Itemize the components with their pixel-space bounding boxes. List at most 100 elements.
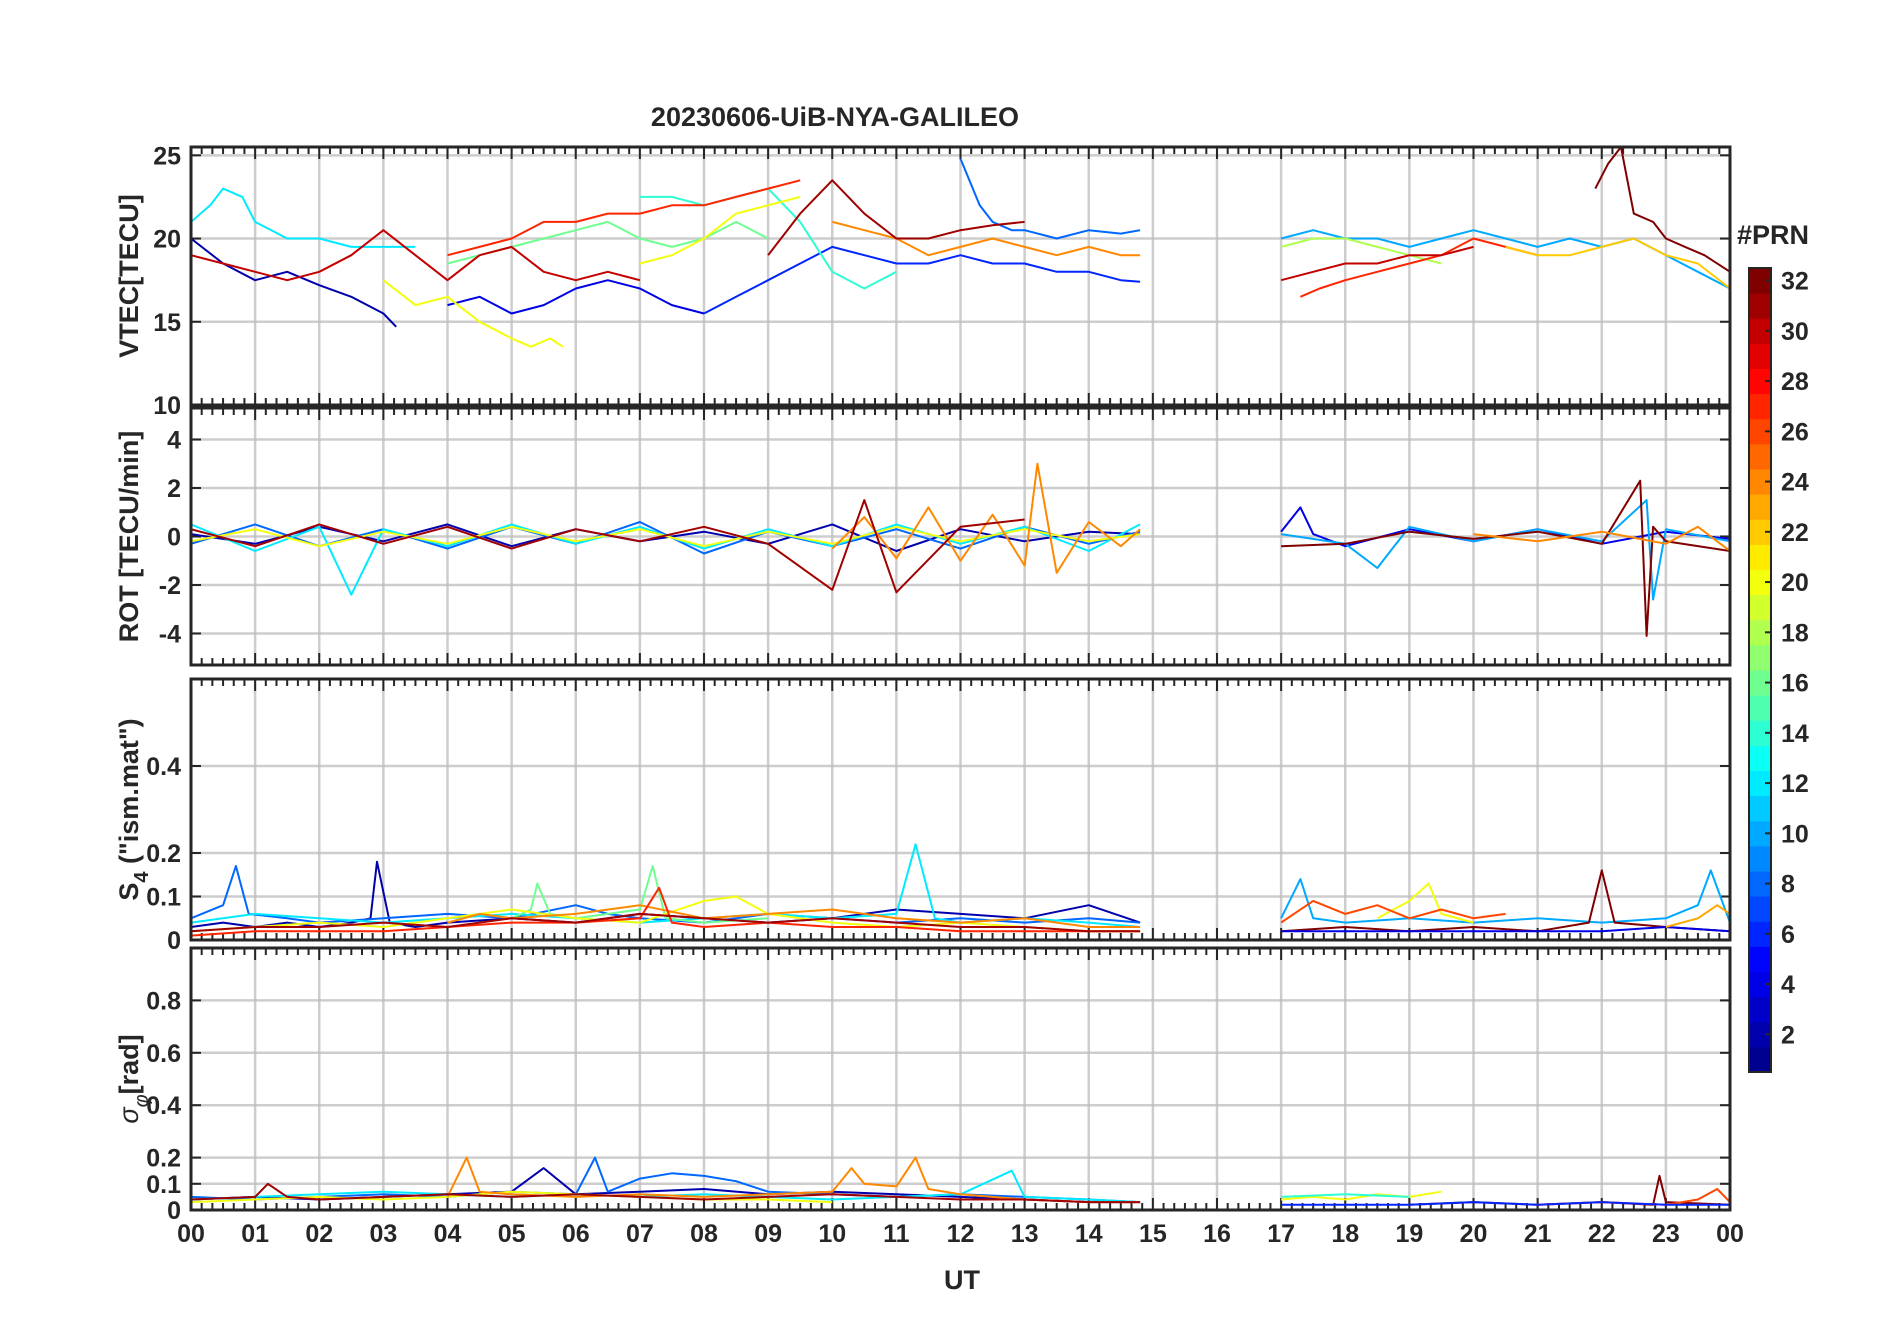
colorbar-segment — [1749, 443, 1771, 470]
colorbar-tick-label: 12 — [1781, 770, 1809, 798]
series-line-prn-24-4 — [831, 462, 1141, 574]
series-line-prn-12-2 — [191, 1169, 1141, 1204]
series-line-prn-30-16 — [1280, 245, 1474, 282]
x-tick-label: 16 — [1203, 1220, 1231, 1248]
colorbar-segment — [1749, 820, 1771, 847]
x-tick-label: 06 — [562, 1220, 590, 1248]
colorbar-segment — [1749, 845, 1771, 872]
series-line-prn-20-9 — [1376, 882, 1474, 924]
x-tick-label: 08 — [690, 1220, 718, 1248]
colorbar-tick-label: 2 — [1781, 1021, 1795, 1049]
series-line-prn-20-8 — [639, 195, 801, 265]
series-line-prn-6-2 — [703, 245, 1141, 315]
colorbar-segment — [1749, 996, 1771, 1023]
x-tick-label: 00 — [177, 1220, 205, 1248]
x-tick-label: 21 — [1524, 1220, 1552, 1248]
colorbar-tick-label: 26 — [1781, 418, 1809, 446]
y-tick-label: 4 — [167, 427, 181, 455]
colorbar-segment — [1749, 343, 1771, 369]
series-line-prn-27-15 — [1300, 237, 1538, 298]
chart-title: 20230606-UiB-NYA-GALILEO — [651, 102, 1019, 132]
series-line-prn-2-0 — [191, 237, 397, 328]
y-tick-label: 0.2 — [146, 840, 181, 868]
y-tick-label: 0.4 — [146, 1092, 181, 1120]
y-tick-label: 0.1 — [146, 1171, 181, 1199]
x-axis-label: UT — [944, 1265, 980, 1295]
series-line-prn-2-0 — [191, 860, 1141, 928]
colorbar-segment — [1749, 896, 1771, 922]
y-tick-label: 20 — [153, 226, 181, 254]
colorbar-segment — [1749, 871, 1771, 897]
colorbar-segment — [1749, 946, 1771, 972]
plot-border-rot — [189, 406, 1732, 667]
y-tick-label: -4 — [159, 620, 181, 648]
colorbar-segment — [1749, 519, 1771, 545]
plot-border-s4 — [189, 677, 1732, 942]
x-tick-label: 00 — [1716, 1220, 1744, 1248]
colorbar-segment — [1749, 544, 1771, 570]
x-tick-label: 02 — [305, 1220, 333, 1248]
series-line-prn-20-7 — [382, 279, 564, 348]
colorbar-segment — [1749, 619, 1771, 646]
series-line-prn-31-5 — [191, 499, 1025, 594]
x-tick-label: 05 — [498, 1220, 526, 1248]
colorbar-segment — [1749, 644, 1771, 671]
x-tick-label: 17 — [1267, 1220, 1295, 1248]
colorbar-segment — [1749, 1021, 1771, 1048]
colorbar-segment — [1749, 418, 1771, 445]
x-tick-label: 12 — [947, 1220, 975, 1248]
colorbar-tick-label: 16 — [1781, 670, 1809, 698]
y-tick-label: 15 — [153, 309, 181, 337]
x-tick-label: 22 — [1588, 1220, 1616, 1248]
series-line-prn-12-4 — [191, 187, 416, 248]
x-tick-label: 10 — [818, 1220, 846, 1248]
colorbar-tick-label: 4 — [1781, 971, 1795, 999]
series-line-prn-32-11 — [1281, 869, 1730, 933]
series-line-prn-27-6 — [191, 886, 1141, 937]
colorbar-tick-label: 8 — [1781, 871, 1795, 899]
x-tick-label: 14 — [1075, 1220, 1103, 1248]
y-tick-label: 10 — [153, 392, 181, 420]
y-tick-label: 0 — [167, 927, 181, 955]
y-tick-label: 0.2 — [146, 1145, 181, 1173]
series-group-sigma_phi — [191, 1156, 1730, 1206]
colorbar-segment — [1749, 318, 1771, 344]
series-line-prn-24-4 — [446, 1156, 1141, 1204]
series-line-prn-31-5 — [191, 1182, 1141, 1204]
series-line-prn-24-9 — [1473, 525, 1730, 552]
series-line-prn-10-8 — [1280, 869, 1730, 924]
colorbar-label: #PRN — [1737, 220, 1809, 250]
y-tick-label: 0.4 — [146, 753, 181, 781]
series-line-prn-20-6 — [1281, 1190, 1442, 1201]
series-line-prn-6-10 — [1281, 1201, 1730, 1206]
colorbar-tick-label: 22 — [1781, 519, 1809, 547]
series-group-vtec — [191, 147, 1730, 348]
panel-rot: -4 -2 0 2 4 ROT [TECU/min] — [114, 406, 1732, 667]
colorbar-border — [1748, 267, 1772, 1073]
series-line-prn-10-7 — [1280, 499, 1730, 601]
series-line-prn-4-1 — [447, 279, 705, 315]
colorbar-segment — [1749, 795, 1771, 822]
x-tick-label: 07 — [626, 1220, 654, 1248]
colorbar-segment — [1749, 720, 1771, 746]
colorbar-segment — [1749, 921, 1771, 947]
x-tick-label: 15 — [1139, 1220, 1167, 1248]
colorbar-segment — [1749, 695, 1771, 721]
y-axis-label-sigma_phi: σφ[rad] — [114, 1034, 153, 1123]
y-tick-label: -2 — [159, 572, 181, 600]
x-tick-label: 09 — [754, 1220, 782, 1248]
x-tick-label: 19 — [1395, 1220, 1423, 1248]
series-group-s4 — [191, 843, 1730, 937]
colorbar-tick-label: 24 — [1781, 469, 1809, 497]
colorbar-segment — [1749, 569, 1771, 596]
x-tick-label: 01 — [241, 1220, 269, 1248]
y-tick-label: 2 — [167, 475, 181, 503]
colorbar-segment — [1749, 393, 1771, 420]
x-tick-label: 04 — [434, 1220, 462, 1248]
y-tick-label: 0.1 — [146, 884, 181, 912]
series-line-prn-18-14 — [1280, 237, 1442, 265]
y-axis-label-s4: S4 ("ism.mat") — [114, 718, 153, 900]
series-line-prn-4-12 — [1281, 926, 1730, 933]
